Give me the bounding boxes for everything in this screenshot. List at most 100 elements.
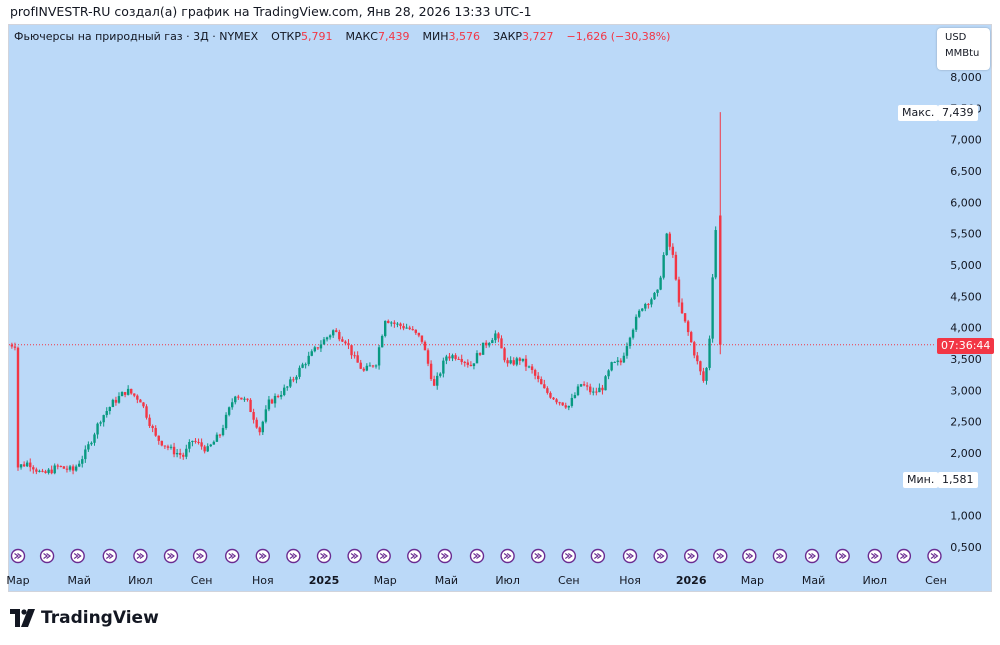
event-arrow-icon — [350, 553, 359, 559]
candle-body — [136, 395, 139, 400]
candle-body — [641, 308, 644, 311]
candle-body — [696, 355, 699, 362]
candle-body — [454, 355, 457, 359]
candle-body — [616, 360, 619, 362]
candle-body — [154, 428, 157, 436]
candle-body — [298, 367, 301, 377]
candle-body — [270, 399, 274, 404]
candle-body — [371, 365, 375, 367]
candle-body — [622, 355, 626, 363]
candle-body — [543, 384, 546, 389]
candle-body — [537, 375, 540, 380]
candle-body — [341, 339, 344, 342]
candle-body — [693, 342, 696, 356]
bar-countdown-timer: 07:36:44 — [937, 338, 995, 354]
unit-measure: MMBtu — [945, 48, 980, 59]
candle-body — [148, 417, 151, 426]
candle-body — [558, 402, 561, 404]
candle-body — [292, 379, 295, 381]
candle-body — [279, 394, 283, 397]
candle-body — [380, 335, 384, 348]
candle-body — [246, 398, 249, 400]
candle-body — [625, 346, 629, 356]
candle-body — [172, 446, 176, 455]
event-arrow-icon — [564, 553, 573, 559]
x-axis-tick-label: Мар — [6, 574, 29, 587]
candle-body — [276, 395, 280, 397]
candle-body — [29, 462, 32, 468]
x-axis-tick-label: Сен — [191, 574, 213, 587]
min-marker-label: Мин. — [903, 472, 939, 488]
candle-body — [677, 279, 681, 303]
candle-body — [555, 399, 558, 403]
candle-body — [451, 355, 454, 359]
candle-body — [601, 387, 604, 391]
candle-body — [429, 363, 433, 380]
candle-body — [595, 391, 598, 393]
candle-body — [460, 358, 463, 362]
candle-body — [59, 466, 63, 468]
candle-body — [25, 462, 29, 467]
y-axis-tick-label: 2,500 — [950, 416, 982, 429]
x-axis-tick-label: Июл — [128, 574, 153, 587]
candle-body — [683, 313, 687, 322]
candle-body — [494, 333, 497, 341]
candle-body — [142, 402, 145, 407]
tradingview-logo[interactable]: TradingView — [10, 608, 159, 628]
candle-body — [157, 435, 160, 441]
candle-body — [719, 215, 722, 345]
candle-body — [589, 386, 592, 393]
candle-body — [35, 469, 38, 472]
event-arrow-icon — [320, 553, 328, 559]
event-arrow-icon — [410, 553, 419, 559]
unit-selector[interactable]: USD MMBtu — [937, 28, 990, 70]
event-arrow-icon — [379, 553, 388, 559]
legend-low-value: 3,576 — [448, 30, 481, 43]
y-axis-tick-label: 6,500 — [950, 165, 982, 178]
candle-body — [353, 355, 356, 357]
legend-low-label: МИН — [422, 30, 449, 43]
candle-body — [705, 367, 708, 381]
candle-body — [405, 327, 408, 329]
candle-body — [74, 466, 78, 471]
candle-body — [359, 362, 362, 369]
event-arrow-icon — [656, 553, 665, 559]
candle-body — [368, 365, 372, 367]
chart-legend: Фьючерсы на природный газ · 3Д · NYMEX О… — [14, 30, 670, 43]
candle-body — [521, 358, 525, 361]
candle-body — [515, 358, 518, 365]
x-axis-tick-label: Май — [435, 574, 458, 587]
event-arrow-icon — [14, 553, 22, 559]
candle-body — [310, 351, 313, 356]
legend-open-value: 5,791 — [300, 30, 333, 43]
candle-body — [87, 444, 90, 450]
candle-body — [570, 397, 574, 406]
legend-symbol: Фьючерсы на природный газ · 3Д · NYMEX — [14, 30, 259, 43]
legend-high-value: 7,439 — [378, 30, 410, 43]
candle-body — [50, 469, 53, 474]
candle-body — [634, 316, 638, 330]
candle-body — [592, 391, 595, 393]
candle-body — [500, 338, 503, 349]
candle-body — [604, 376, 607, 391]
chart-panel[interactable] — [8, 24, 992, 592]
candle-body — [102, 415, 105, 423]
candle-body — [598, 387, 601, 393]
candle-body — [561, 402, 564, 406]
candle-body — [200, 442, 203, 447]
candle-body — [325, 337, 329, 340]
candle-body — [41, 470, 44, 472]
candle-body — [185, 448, 188, 457]
event-arrow-icon — [534, 553, 543, 559]
event-arrow-icon — [43, 553, 52, 559]
candle-body — [10, 344, 14, 347]
candle-body — [647, 303, 650, 305]
candle-body — [524, 358, 528, 367]
event-arrow-icon — [258, 553, 267, 559]
candle-body — [518, 358, 522, 361]
candle-body — [365, 365, 369, 371]
legend-high-label: МАКС — [345, 30, 378, 43]
candle-body — [286, 386, 289, 388]
legend-close-value: 3,727 — [522, 30, 554, 43]
